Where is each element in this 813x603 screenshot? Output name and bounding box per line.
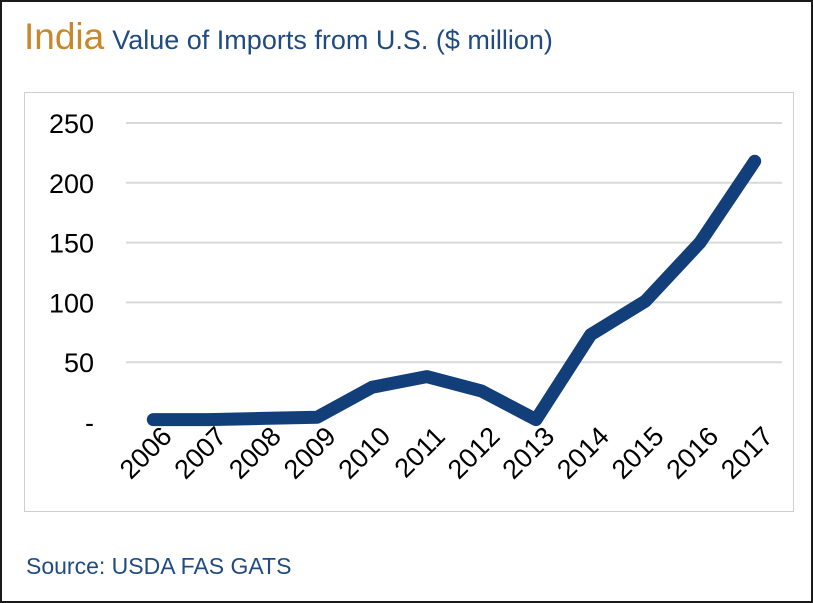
data-point-2013 — [535, 418, 537, 421]
source-note: Source: USDA FAS GATS — [26, 553, 292, 579]
data-point-2008 — [261, 417, 264, 420]
x-tick-label: 2015 — [606, 421, 670, 485]
x-tick-label: 2007 — [169, 421, 233, 485]
country-title: India — [24, 16, 105, 57]
x-tick-label: 2011 — [389, 421, 451, 483]
y-axis-ticks: 250 200 150 100 50 - — [49, 109, 94, 438]
y-tick-label: 100 — [49, 288, 94, 318]
data-point-2007 — [207, 418, 209, 421]
series-layer — [146, 154, 762, 427]
data-point-2010 — [371, 386, 373, 389]
data-point-2015 — [644, 300, 647, 303]
data-point-2012 — [480, 389, 483, 392]
x-tick-label: 2016 — [661, 421, 725, 485]
data-point-2017 — [753, 160, 756, 163]
y-tick-label: 50 — [64, 348, 94, 378]
x-tick-label: 2017 — [715, 421, 779, 485]
data-point-2006 — [152, 418, 155, 421]
y-tick-label: 200 — [49, 169, 94, 199]
x-tick-label: 2014 — [551, 421, 615, 485]
data-point-2014 — [589, 333, 592, 336]
x-tick-label: 2012 — [442, 421, 506, 485]
chart-subtitle: Value of Imports from U.S. ($ million) — [112, 25, 553, 55]
x-tick-label: 2010 — [333, 421, 397, 485]
gridlines — [126, 122, 782, 364]
data-point-2011 — [425, 375, 428, 378]
series-line — [146, 154, 762, 427]
y-tick-label: 150 — [49, 229, 94, 259]
x-axis-ticks: 2006200720082009201020112012201320142015… — [114, 421, 779, 485]
data-point-2009 — [316, 416, 319, 419]
x-tick-label: 2008 — [223, 421, 287, 485]
x-tick-label: 2009 — [278, 421, 342, 485]
x-tick-label: 2013 — [497, 421, 561, 485]
y-tick-label: - — [85, 408, 94, 438]
x-tick-label: 2006 — [114, 421, 178, 485]
y-tick-label: 250 — [49, 109, 94, 139]
chart-header: India Value of Imports from U.S. ($ milli… — [24, 16, 553, 58]
data-point-2016 — [699, 241, 701, 244]
